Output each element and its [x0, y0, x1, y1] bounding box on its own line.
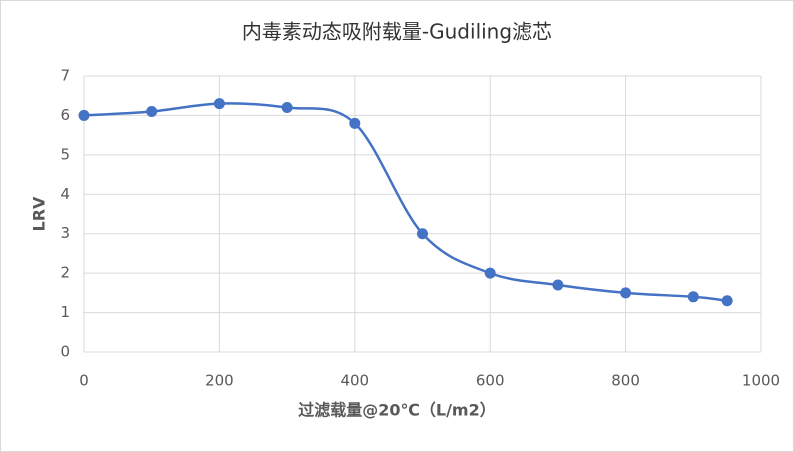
chart-title: 内毒素动态吸附载量-Gudiling滤芯 — [242, 20, 552, 44]
x-tick-label: 200 — [205, 372, 234, 390]
y-tick-label: 7 — [60, 67, 70, 85]
y-tick-label: 2 — [60, 264, 70, 282]
data-point — [349, 117, 361, 129]
x-tick-label: 400 — [340, 372, 369, 390]
y-tick-label: 5 — [60, 145, 70, 163]
x-axis-title: 过滤载量@20℃（L/m2） — [298, 401, 496, 420]
y-tick-label: 0 — [60, 343, 70, 361]
data-point — [552, 279, 564, 291]
x-tick-label: 600 — [476, 372, 505, 390]
x-tick-label: 1000 — [742, 372, 780, 390]
x-tick-label: 800 — [611, 372, 640, 390]
data-point — [213, 98, 225, 110]
data-point — [687, 291, 699, 303]
y-tick-label: 6 — [60, 106, 70, 124]
y-tick-label: 3 — [60, 224, 70, 242]
data-point — [78, 109, 90, 121]
data-point — [417, 228, 428, 240]
data-point — [620, 287, 632, 299]
data-point — [281, 102, 293, 114]
y-tick-label: 4 — [60, 185, 70, 203]
data-point — [146, 105, 158, 117]
data-point — [484, 267, 496, 279]
x-tick-label: 0 — [79, 372, 89, 390]
data-point — [721, 295, 733, 307]
y-tick-label: 1 — [60, 303, 70, 321]
y-axis-title: LRV — [30, 196, 49, 232]
